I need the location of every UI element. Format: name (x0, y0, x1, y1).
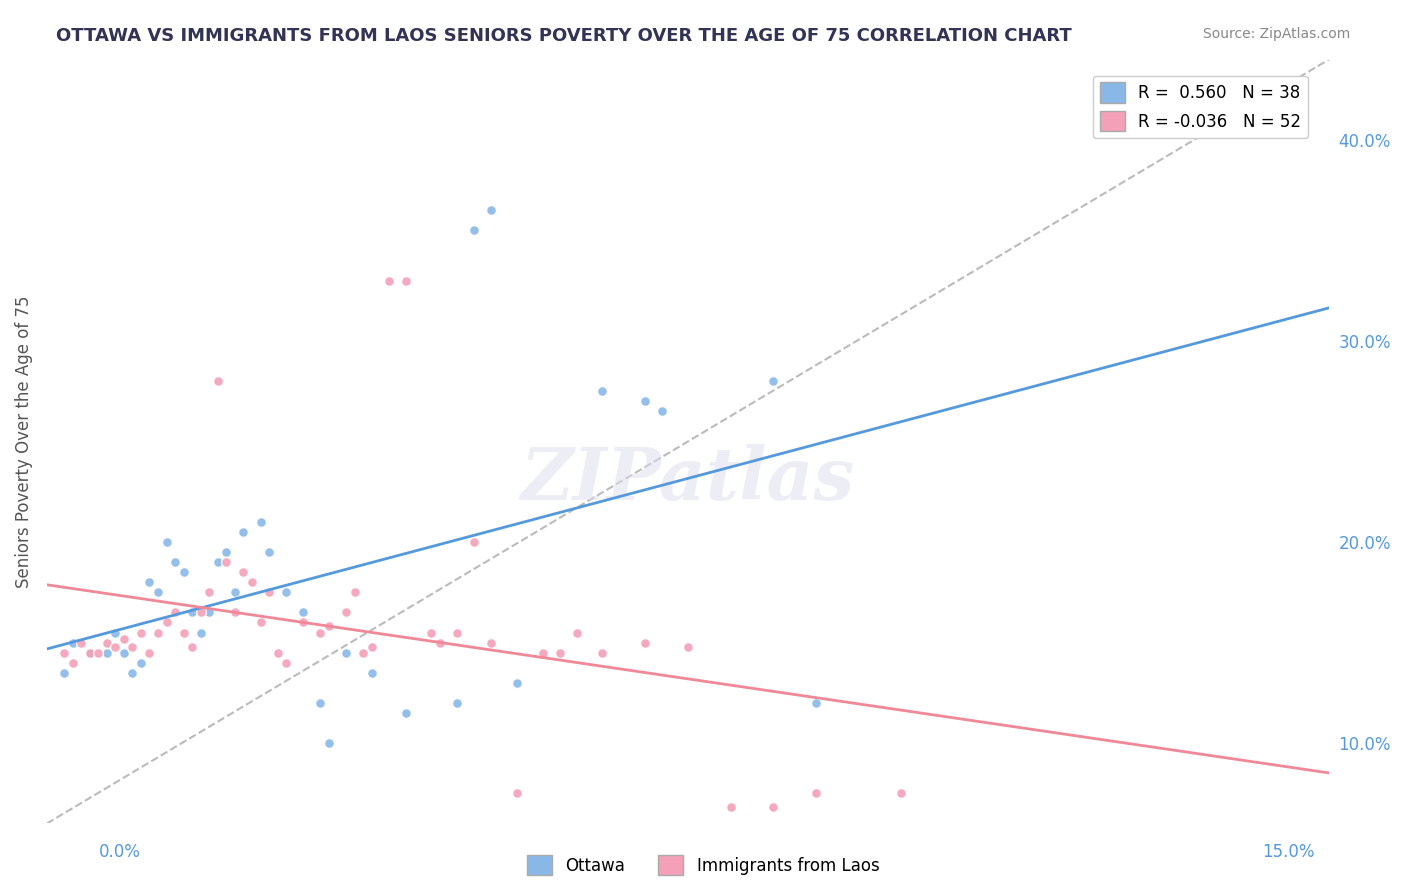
Point (720, 800, 742, 814)
Point (62, 656, 84, 670)
Point (335, 606, 357, 620)
Point (190, 606, 212, 620)
Point (129, 656, 152, 670)
Point (79, 646, 101, 660)
Point (591, 384, 613, 399)
Point (224, 606, 246, 620)
Point (276, 656, 298, 670)
Point (165, 555, 187, 569)
Point (53, 646, 76, 660)
Point (207, 555, 229, 569)
Point (249, 615, 271, 630)
Point (420, 625, 443, 640)
Point (446, 696, 468, 710)
Text: 0.0%: 0.0% (98, 843, 141, 861)
Point (292, 615, 315, 630)
Point (155, 535, 177, 549)
Point (651, 404, 673, 418)
Y-axis label: Seniors Poverty Over the Age of 75: Seniors Poverty Over the Age of 75 (15, 295, 32, 588)
Text: 15.0%: 15.0% (1263, 843, 1315, 861)
Point (429, 635, 451, 649)
Point (565, 625, 588, 640)
Text: OTTAWA VS IMMIGRANTS FROM LAOS SENIORS POVERTY OVER THE AGE OF 75 CORRELATION CH: OTTAWA VS IMMIGRANTS FROM LAOS SENIORS P… (56, 27, 1071, 45)
Point (232, 524, 254, 539)
Point (87, 646, 110, 660)
Point (395, 274, 418, 288)
Point (165, 606, 187, 620)
Point (240, 575, 263, 590)
Point (198, 585, 221, 599)
Point (207, 374, 229, 388)
Point (352, 646, 374, 660)
Point (463, 223, 485, 237)
Point (762, 800, 785, 814)
Point (360, 665, 382, 680)
Point (257, 585, 280, 599)
Legend: Ottawa, Immigrants from Laos: Ottawa, Immigrants from Laos (520, 848, 886, 882)
Point (53, 665, 76, 680)
Point (146, 625, 169, 640)
Point (112, 646, 135, 660)
Point (309, 625, 332, 640)
Point (155, 615, 177, 630)
Point (173, 625, 195, 640)
Point (121, 665, 143, 680)
Point (804, 696, 827, 710)
Point (506, 786, 529, 800)
Point (395, 706, 418, 720)
Point (890, 786, 912, 800)
Point (138, 575, 160, 590)
Point (129, 625, 152, 640)
Point (335, 646, 357, 660)
Point (309, 696, 332, 710)
Point (181, 640, 204, 654)
Point (506, 675, 529, 690)
Point (121, 640, 143, 654)
Point (173, 565, 195, 579)
Point (224, 585, 246, 599)
Point (70, 635, 93, 649)
Point (479, 203, 502, 218)
Point (215, 545, 238, 559)
Point (804, 786, 827, 800)
Point (79, 646, 101, 660)
Point (266, 646, 288, 660)
Point (446, 625, 468, 640)
Point (762, 374, 785, 388)
Point (190, 625, 212, 640)
Point (343, 585, 366, 599)
Point (360, 640, 382, 654)
Point (548, 646, 571, 660)
Point (96, 635, 118, 649)
Point (676, 640, 699, 654)
Point (181, 606, 204, 620)
Point (232, 565, 254, 579)
Text: Source: ZipAtlas.com: Source: ZipAtlas.com (1202, 27, 1350, 41)
Point (104, 640, 127, 654)
Point (215, 555, 238, 569)
Point (104, 625, 127, 640)
Point (479, 635, 502, 649)
Point (96, 646, 118, 660)
Point (634, 635, 657, 649)
Point (257, 545, 280, 559)
Point (112, 632, 135, 646)
Point (318, 736, 340, 750)
Point (531, 646, 554, 660)
Point (276, 585, 298, 599)
Point (463, 535, 485, 549)
Text: ZIPatlas: ZIPatlas (520, 444, 855, 516)
Point (138, 646, 160, 660)
Point (198, 606, 221, 620)
Point (249, 515, 271, 529)
Point (292, 606, 315, 620)
Point (318, 619, 340, 633)
Legend: R =  0.560   N = 38, R = -0.036   N = 52: R = 0.560 N = 38, R = -0.036 N = 52 (1092, 76, 1308, 138)
Point (591, 646, 613, 660)
Point (146, 585, 169, 599)
Point (634, 394, 657, 409)
Point (62, 635, 84, 649)
Point (377, 274, 399, 288)
